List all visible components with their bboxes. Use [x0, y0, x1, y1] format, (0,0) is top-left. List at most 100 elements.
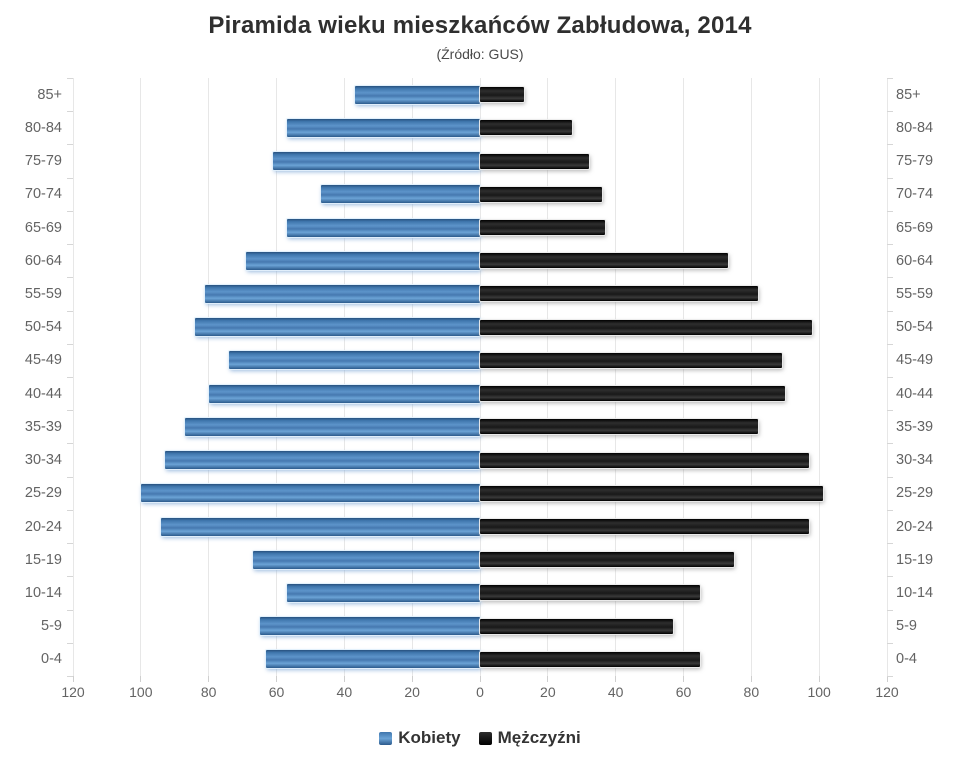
bar-mezczyzni-40-44[interactable]: [480, 386, 786, 402]
plot-area: [72, 78, 888, 682]
category-label-75-79: 75-79: [24, 153, 62, 170]
bar-kobiety-10-14[interactable]: [286, 583, 480, 602]
bar-mezczyzni-85+[interactable]: [480, 87, 525, 103]
category-axis-tick-left: [67, 311, 73, 312]
x-axis-label: 120: [875, 684, 899, 700]
x-axis-tick: [683, 676, 684, 682]
category-axis-tick-left: [67, 111, 73, 112]
category-axis-tick-left: [67, 244, 73, 245]
category-label-65-69: 65-69: [896, 219, 934, 236]
bar-mezczyzni-50-54[interactable]: [480, 319, 813, 335]
bar-kobiety-30-34[interactable]: [164, 451, 480, 470]
category-label-45-49: 45-49: [896, 352, 934, 369]
category-axis-tick-left: [67, 144, 73, 145]
category-axis-tick-left: [67, 643, 73, 644]
category-axis-tick-right: [887, 543, 893, 544]
bar-mezczyzni-35-39[interactable]: [480, 419, 759, 435]
category-axis-tick-right: [887, 277, 893, 278]
category-axis-tick-left: [67, 211, 73, 212]
category-axis-tick-right: [887, 144, 893, 145]
category-axis-tick-left: [67, 78, 73, 79]
bar-mezczyzni-25-29[interactable]: [480, 485, 823, 501]
bar-mezczyzni-70-74[interactable]: [480, 186, 603, 202]
bar-kobiety-60-64[interactable]: [245, 251, 480, 270]
x-axis-tick: [411, 676, 413, 682]
bar-kobiety-70-74[interactable]: [320, 185, 480, 204]
bar-kobiety-50-54[interactable]: [195, 318, 480, 337]
legend-item-kobiety[interactable]: Kobiety: [379, 728, 461, 748]
bar-kobiety-65-69[interactable]: [286, 218, 480, 237]
category-axis-tick-right: [887, 443, 893, 444]
legend-label-mezczyzni: Mężczyźni: [497, 728, 581, 747]
bar-kobiety-85+[interactable]: [354, 85, 480, 104]
bar-mezczyzni-10-14[interactable]: [480, 585, 701, 601]
bar-mezczyzni-15-19[interactable]: [480, 552, 735, 568]
category-axis-tick-left: [67, 410, 73, 411]
bar-mezczyzni-80-84[interactable]: [480, 120, 572, 136]
category-axis-tick-right: [887, 643, 893, 644]
bar-kobiety-45-49[interactable]: [229, 351, 480, 370]
category-axis-tick-right: [887, 178, 893, 179]
gridline: [208, 78, 210, 676]
gridline: [750, 78, 752, 676]
x-axis-label: 60: [268, 684, 285, 700]
category-axis-tick-left: [67, 178, 73, 179]
category-axis-tick-right: [887, 78, 893, 79]
category-axis-tick-right: [887, 676, 893, 677]
x-axis-label: 100: [807, 684, 831, 700]
bar-kobiety-75-79[interactable]: [273, 152, 480, 171]
bar-mezczyzni-5-9[interactable]: [480, 618, 674, 634]
legend-item-mezczyzni[interactable]: Mężczyźni: [478, 728, 581, 748]
x-axis-label: 100: [129, 684, 153, 700]
x-axis-label: 20: [404, 684, 420, 700]
bar-kobiety-15-19[interactable]: [252, 550, 480, 569]
category-axis-tick-right: [887, 410, 893, 411]
bar-mezczyzni-0-4[interactable]: [480, 651, 701, 667]
category-label-25-29: 25-29: [24, 485, 62, 502]
bar-kobiety-80-84[interactable]: [286, 118, 480, 137]
category-label-50-54: 50-54: [24, 319, 62, 336]
bar-mezczyzni-75-79[interactable]: [480, 153, 589, 169]
bar-mezczyzni-20-24[interactable]: [480, 519, 809, 534]
category-label-25-29: 25-29: [896, 485, 934, 502]
x-axis-label: 80: [743, 684, 760, 700]
category-label-75-79: 75-79: [896, 153, 934, 170]
category-label-5-9: 5-9: [896, 618, 917, 635]
bar-kobiety-55-59[interactable]: [205, 284, 480, 303]
x-axis-tick: [547, 676, 549, 682]
bar-mezczyzni-45-49[interactable]: [480, 352, 782, 368]
bar-kobiety-0-4[interactable]: [266, 650, 480, 669]
bar-mezczyzni-60-64[interactable]: [480, 253, 728, 269]
category-label-10-14: 10-14: [24, 584, 62, 601]
bar-mezczyzni-30-34[interactable]: [480, 452, 809, 468]
category-axis-tick-right: [887, 244, 893, 245]
x-axis-tick: [276, 676, 277, 682]
category-label-55-59: 55-59: [24, 285, 62, 302]
category-axis-tick-left: [67, 676, 73, 677]
bar-kobiety-20-24[interactable]: [161, 517, 480, 536]
category-label-0-4: 0-4: [896, 651, 917, 668]
gridline: [615, 78, 617, 676]
gridline: [547, 78, 549, 676]
category-label-70-74: 70-74: [896, 186, 934, 203]
category-label-40-44: 40-44: [896, 385, 934, 402]
category-label-60-64: 60-64: [24, 252, 62, 269]
category-label-55-59: 55-59: [896, 285, 934, 302]
gridline: [479, 78, 481, 676]
x-axis-tick: [140, 676, 142, 682]
category-label-85+: 85+: [896, 86, 921, 103]
gridline: [411, 78, 413, 676]
bar-kobiety-25-29[interactable]: [140, 484, 480, 503]
bar-kobiety-40-44[interactable]: [208, 384, 480, 403]
bar-kobiety-35-39[interactable]: [184, 417, 480, 436]
category-label-5-9: 5-9: [41, 618, 62, 635]
bar-kobiety-5-9[interactable]: [259, 617, 480, 636]
category-axis-tick-left: [67, 277, 73, 278]
category-label-15-19: 15-19: [24, 551, 62, 568]
category-label-20-24: 20-24: [24, 518, 62, 535]
x-axis-tick: [343, 676, 345, 682]
bar-mezczyzni-55-59[interactable]: [480, 286, 759, 302]
category-label-65-69: 65-69: [24, 219, 62, 236]
bar-mezczyzni-65-69[interactable]: [480, 220, 606, 235]
